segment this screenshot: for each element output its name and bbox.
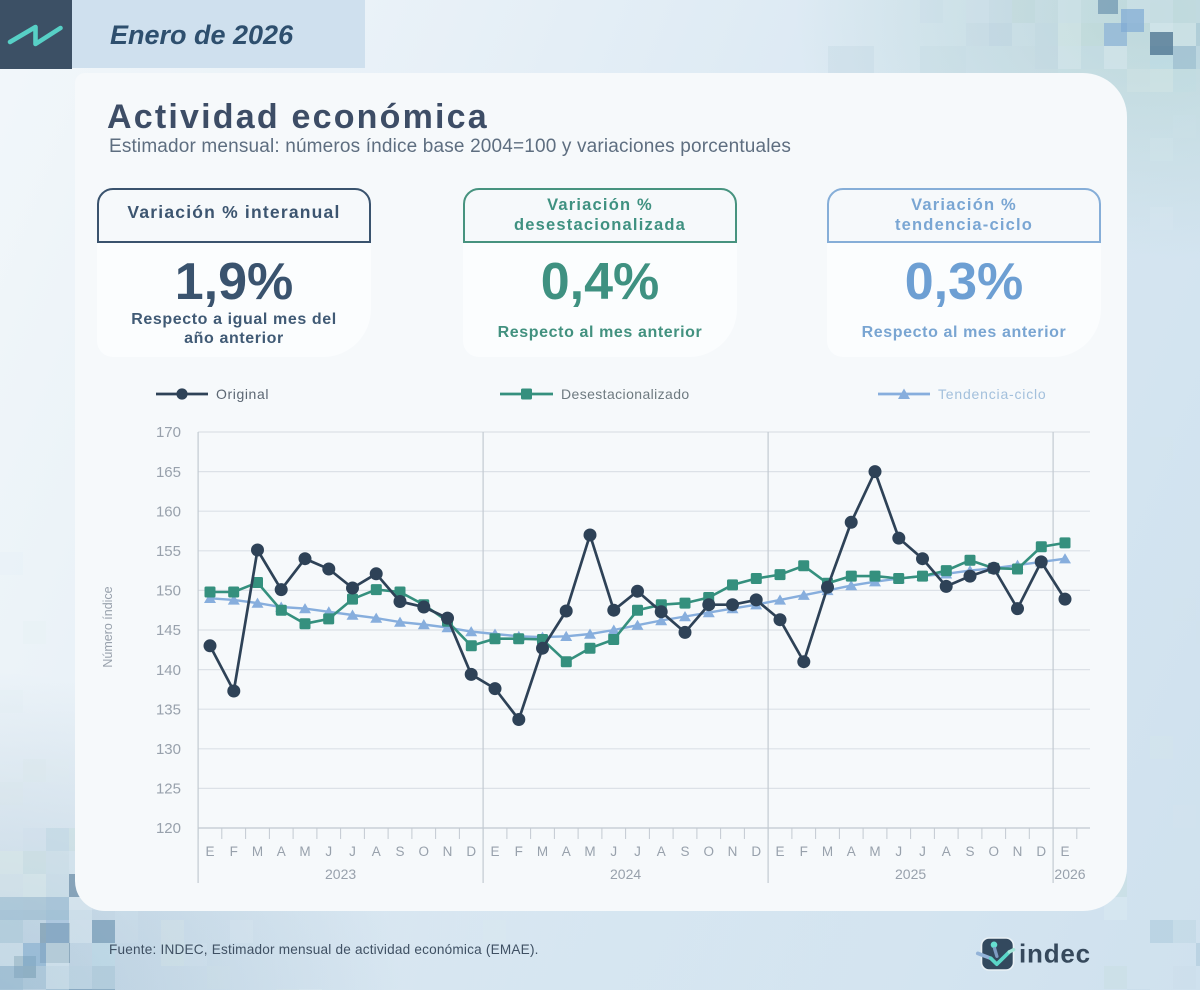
- svg-text:S: S: [680, 844, 689, 859]
- svg-text:N: N: [443, 844, 453, 859]
- svg-text:E: E: [205, 844, 214, 859]
- svg-text:M: M: [252, 844, 263, 859]
- svg-text:A: A: [277, 844, 286, 859]
- svg-text:M: M: [584, 844, 595, 859]
- svg-text:2024: 2024: [610, 866, 641, 882]
- svg-text:indec: indec: [1019, 939, 1091, 969]
- svg-text:165: 165: [156, 464, 181, 481]
- svg-text:Desestacionalizado: Desestacionalizado: [561, 386, 690, 402]
- svg-text:145: 145: [156, 622, 181, 639]
- svg-text:Original: Original: [216, 386, 269, 402]
- svg-text:D: D: [466, 844, 476, 859]
- svg-text:170: 170: [156, 424, 181, 441]
- svg-text:F: F: [515, 844, 523, 859]
- svg-text:160: 160: [156, 503, 181, 520]
- svg-text:J: J: [895, 844, 902, 859]
- svg-text:125: 125: [156, 781, 181, 798]
- svg-text:O: O: [419, 844, 430, 859]
- svg-text:A: A: [657, 844, 666, 859]
- svg-text:140: 140: [156, 662, 181, 679]
- svg-text:S: S: [395, 844, 404, 859]
- svg-text:M: M: [537, 844, 548, 859]
- svg-text:F: F: [800, 844, 808, 859]
- svg-text:150: 150: [156, 583, 181, 600]
- svg-text:2026: 2026: [1054, 866, 1085, 882]
- svg-text:O: O: [704, 844, 715, 859]
- svg-text:130: 130: [156, 741, 181, 758]
- svg-text:N: N: [728, 844, 738, 859]
- svg-text:E: E: [1060, 844, 1069, 859]
- svg-text:Tendencia-ciclo: Tendencia-ciclo: [938, 386, 1047, 402]
- svg-text:O: O: [989, 844, 1000, 859]
- svg-text:120: 120: [156, 820, 181, 837]
- svg-text:135: 135: [156, 701, 181, 718]
- svg-text:A: A: [942, 844, 951, 859]
- svg-text:D: D: [1036, 844, 1046, 859]
- svg-text:A: A: [372, 844, 381, 859]
- svg-text:2023: 2023: [325, 866, 356, 882]
- svg-text:J: J: [634, 844, 641, 859]
- svg-text:A: A: [847, 844, 856, 859]
- svg-text:E: E: [775, 844, 784, 859]
- svg-text:E: E: [490, 844, 499, 859]
- svg-text:S: S: [965, 844, 974, 859]
- svg-text:F: F: [230, 844, 238, 859]
- svg-text:M: M: [299, 844, 310, 859]
- svg-text:J: J: [919, 844, 926, 859]
- svg-text:M: M: [869, 844, 880, 859]
- svg-text:J: J: [349, 844, 356, 859]
- svg-text:A: A: [562, 844, 571, 859]
- svg-text:155: 155: [156, 543, 181, 560]
- svg-text:J: J: [610, 844, 617, 859]
- svg-text:2025: 2025: [895, 866, 926, 882]
- svg-text:M: M: [822, 844, 833, 859]
- svg-text:Número índice: Número índice: [101, 586, 115, 667]
- svg-text:N: N: [1013, 844, 1023, 859]
- svg-text:D: D: [751, 844, 761, 859]
- svg-text:J: J: [325, 844, 332, 859]
